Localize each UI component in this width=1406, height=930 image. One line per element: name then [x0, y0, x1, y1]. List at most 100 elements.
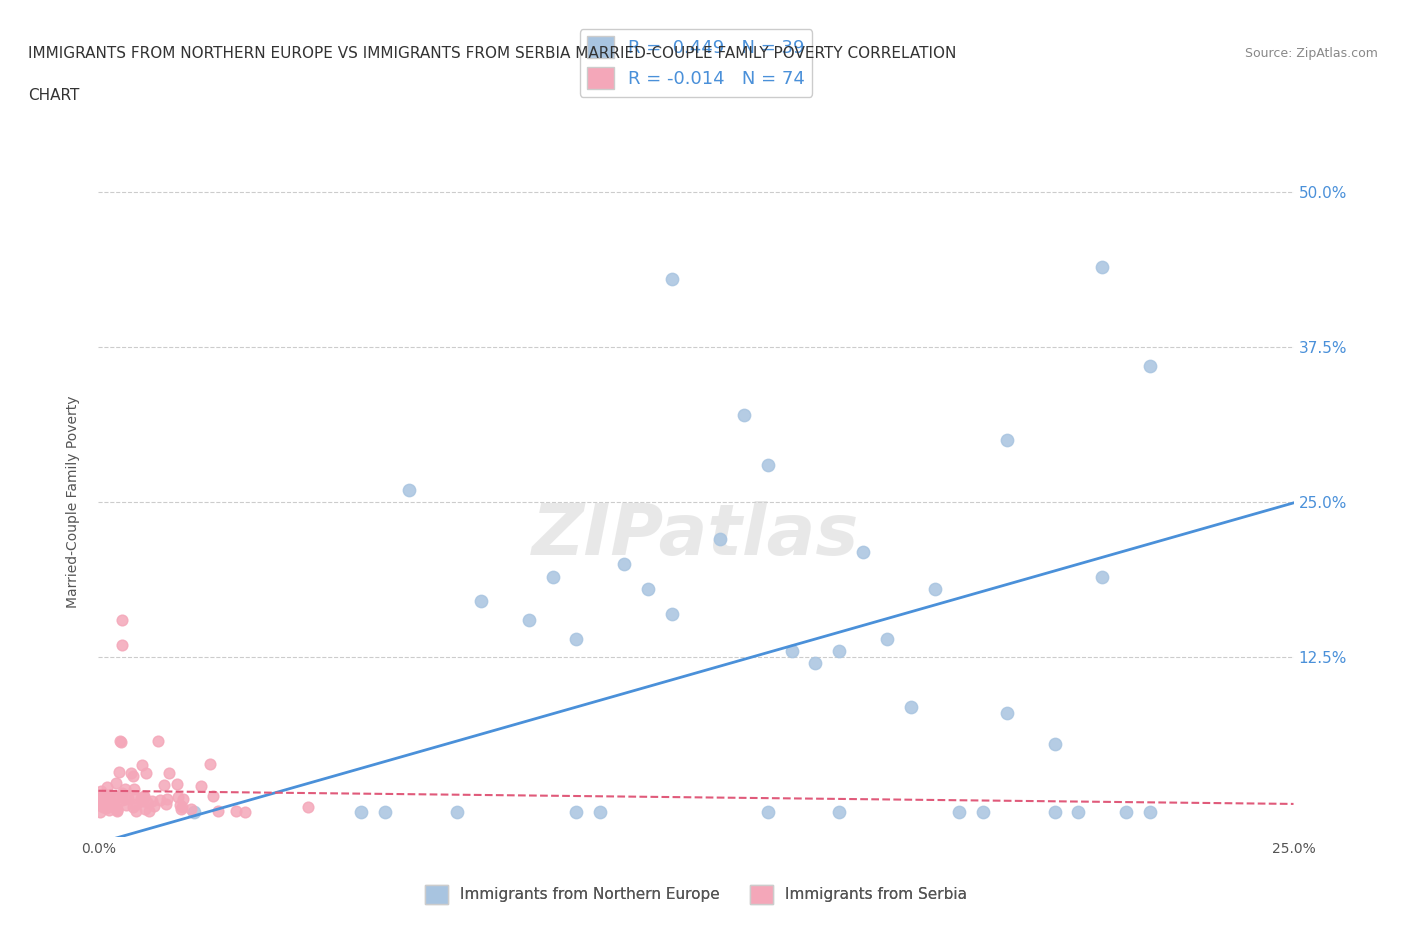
- Point: [1043, 804, 1066, 819]
- Point: [995, 706, 1018, 721]
- Point: [589, 804, 612, 819]
- Point: [100, 795, 122, 810]
- Point: [91, 788, 114, 803]
- Point: [98, 803, 121, 817]
- Point: [111, 637, 134, 652]
- Point: [733, 408, 755, 423]
- Point: [148, 792, 170, 807]
- Point: [1115, 804, 1137, 819]
- Point: [828, 804, 851, 819]
- Y-axis label: Married-Couple Family Poverty: Married-Couple Family Poverty: [66, 396, 80, 608]
- Point: [170, 802, 193, 817]
- Point: [121, 769, 143, 784]
- Point: [125, 804, 148, 818]
- Point: [948, 804, 970, 819]
- Point: [233, 804, 256, 819]
- Point: [446, 804, 468, 819]
- Point: [125, 797, 148, 812]
- Point: [104, 776, 127, 790]
- Text: ZIPatlas: ZIPatlas: [533, 501, 859, 570]
- Point: [135, 794, 157, 809]
- Point: [91, 799, 114, 814]
- Point: [1139, 358, 1161, 373]
- Point: [141, 794, 163, 809]
- Point: [201, 789, 224, 804]
- Point: [93, 798, 115, 813]
- Point: [134, 789, 156, 804]
- Point: [1091, 259, 1114, 274]
- Point: [131, 757, 153, 772]
- Point: [169, 797, 191, 812]
- Point: [91, 789, 114, 804]
- Point: [190, 778, 212, 793]
- Point: [121, 800, 143, 815]
- Point: [756, 458, 779, 472]
- Point: [172, 791, 194, 806]
- Point: [398, 483, 420, 498]
- Point: [89, 804, 111, 819]
- Point: [96, 788, 118, 803]
- Point: [565, 804, 588, 819]
- Point: [374, 804, 396, 819]
- Point: [131, 793, 153, 808]
- Point: [114, 782, 136, 797]
- Point: [156, 791, 179, 806]
- Point: [107, 790, 129, 804]
- Point: [104, 798, 127, 813]
- Point: [183, 804, 205, 819]
- Point: [924, 581, 946, 596]
- Point: [166, 777, 188, 791]
- Point: [780, 644, 803, 658]
- Legend: Immigrants from Northern Europe, Immigrants from Serbia: Immigrants from Northern Europe, Immigra…: [419, 879, 973, 910]
- Point: [661, 272, 683, 286]
- Point: [134, 802, 156, 817]
- Point: [111, 793, 134, 808]
- Point: [1139, 804, 1161, 819]
- Point: [122, 781, 145, 796]
- Point: [756, 804, 779, 819]
- Point: [828, 644, 851, 658]
- Point: [89, 789, 111, 804]
- Point: [1067, 804, 1090, 819]
- Point: [87, 798, 110, 813]
- Point: [96, 801, 118, 816]
- Point: [91, 797, 114, 812]
- Point: [115, 798, 138, 813]
- Point: [207, 804, 229, 818]
- Point: [995, 432, 1018, 447]
- Point: [709, 532, 731, 547]
- Point: [105, 803, 128, 817]
- Point: [90, 784, 112, 799]
- Text: CHART: CHART: [28, 88, 80, 103]
- Point: [613, 557, 636, 572]
- Point: [117, 790, 139, 805]
- Point: [804, 656, 827, 671]
- Point: [900, 699, 922, 714]
- Point: [852, 544, 875, 559]
- Point: [470, 594, 492, 609]
- Point: [167, 790, 190, 804]
- Point: [541, 569, 564, 584]
- Point: [225, 804, 247, 818]
- Point: [94, 792, 117, 807]
- Point: [108, 734, 131, 749]
- Point: [110, 786, 132, 801]
- Point: [104, 800, 127, 815]
- Point: [565, 631, 588, 646]
- Point: [110, 735, 132, 750]
- Point: [108, 764, 131, 779]
- Point: [297, 800, 319, 815]
- Point: [153, 778, 176, 793]
- Point: [661, 606, 683, 621]
- Point: [96, 779, 118, 794]
- Point: [159, 765, 181, 780]
- Point: [124, 790, 146, 804]
- Point: [105, 802, 128, 817]
- Point: [101, 796, 124, 811]
- Point: [111, 613, 134, 628]
- Point: [132, 790, 155, 804]
- Point: [350, 804, 373, 819]
- Text: Source: ZipAtlas.com: Source: ZipAtlas.com: [1244, 46, 1378, 60]
- Point: [1043, 737, 1066, 751]
- Point: [180, 801, 202, 816]
